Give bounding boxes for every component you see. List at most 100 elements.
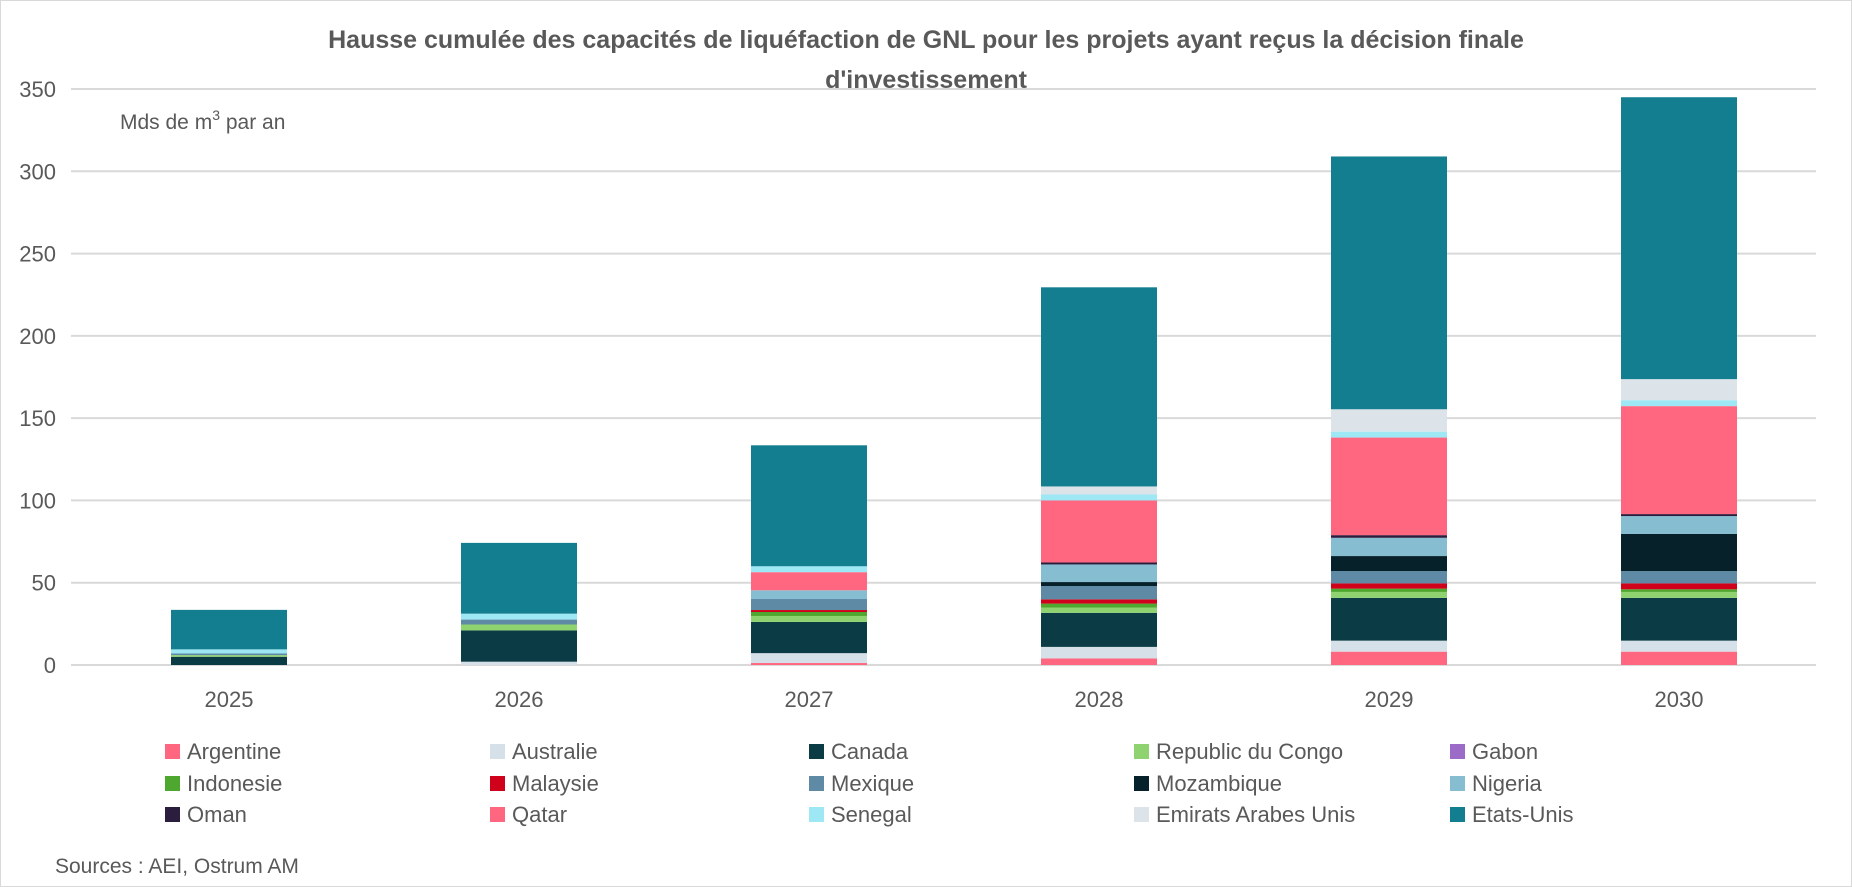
legend-swatch bbox=[165, 807, 180, 822]
legend-label: Malaysie bbox=[512, 771, 599, 796]
legend-swatch bbox=[490, 744, 505, 759]
x-tick-label: 2028 bbox=[1075, 687, 1124, 712]
legend-swatch bbox=[165, 776, 180, 791]
bar-segment-2030-republic-du-congo bbox=[1621, 591, 1737, 598]
bar-segment-2025-mexique bbox=[171, 653, 287, 656]
legend-label: Indonesie bbox=[187, 771, 282, 796]
bar-segment-2029-etats-unis bbox=[1331, 156, 1447, 410]
bar-segment-2030-senegal bbox=[1621, 400, 1737, 407]
bar-segment-2029-qatar bbox=[1331, 437, 1447, 536]
bar-segment-2028-mozambique bbox=[1041, 582, 1157, 587]
bar-segment-2029-emirats-arabes-unis bbox=[1331, 409, 1447, 432]
legend-label: Oman bbox=[187, 802, 247, 827]
y-axis-ticks: 0 50 100 150 200 250 300 350 bbox=[19, 77, 56, 678]
legend-label: Argentine bbox=[187, 739, 281, 764]
bar-segment-2028-argentine bbox=[1041, 658, 1157, 665]
bar-segment-2027-mexique bbox=[751, 599, 867, 611]
legend-item: Canada bbox=[809, 739, 909, 764]
legend-item: Mexique bbox=[809, 771, 914, 796]
legend-item: Indonesie bbox=[165, 771, 282, 796]
x-tick-label: 2027 bbox=[785, 687, 834, 712]
legend-swatch bbox=[1134, 776, 1149, 791]
bar-segment-2029-oman bbox=[1331, 535, 1447, 538]
bar-segment-2026-canada bbox=[461, 630, 577, 662]
bar-segment-2026-republic-du-congo bbox=[461, 624, 577, 631]
bar-segment-2029-mexique bbox=[1331, 571, 1447, 584]
bar-segment-2029-republic-du-congo bbox=[1331, 591, 1447, 598]
bar-segment-2025-senegal bbox=[171, 649, 287, 654]
legend-label: Senegal bbox=[831, 802, 912, 827]
y-tick-label: 150 bbox=[19, 406, 56, 431]
bar-segment-2029-senegal bbox=[1331, 431, 1447, 438]
legend-item: Australie bbox=[490, 739, 598, 764]
bar-segment-2029-canada bbox=[1331, 597, 1447, 641]
x-tick-label: 2025 bbox=[205, 687, 254, 712]
bar-segment-2029-nigeria bbox=[1331, 537, 1447, 557]
gridlines bbox=[71, 88, 1816, 666]
bar-segment-2027-etats-unis bbox=[751, 445, 867, 567]
legend-item: Malaysie bbox=[490, 771, 599, 796]
bar-segment-2028-canada bbox=[1041, 612, 1157, 647]
bar-segment-2030-mexique bbox=[1621, 571, 1737, 584]
bar-segment-2025-etats-unis bbox=[171, 609, 287, 650]
bar-segment-2028-malaysie bbox=[1041, 599, 1157, 604]
y-tick-label: 200 bbox=[19, 324, 56, 349]
bar-segment-2027-canada bbox=[751, 621, 867, 654]
bar-segment-2027-argentine bbox=[751, 663, 867, 665]
legend-item: Gabon bbox=[1450, 739, 1538, 764]
bar-segment-2030-mozambique bbox=[1621, 534, 1737, 572]
y-tick-label: 250 bbox=[19, 242, 56, 267]
bar-segment-2030-nigeria bbox=[1621, 516, 1737, 535]
x-axis-ticks: 2025 2026 2027 2028 2029 2030 bbox=[205, 687, 1704, 712]
legend-swatch bbox=[165, 744, 180, 759]
bar-segment-2028-mexique bbox=[1041, 586, 1157, 600]
legend-item: Qatar bbox=[490, 802, 567, 827]
bar-segment-2028-indonesie bbox=[1041, 603, 1157, 608]
legend-swatch bbox=[1450, 776, 1465, 791]
legend-item: Republic du Congo bbox=[1134, 739, 1343, 764]
bar-segment-2029-indonesie bbox=[1331, 588, 1447, 592]
chart-title-line-1: Hausse cumulée des capacités de liquéfac… bbox=[328, 26, 1524, 54]
bar-segment-2030-malaysie bbox=[1621, 583, 1737, 590]
bar-segment-2026-etats-unis bbox=[461, 542, 577, 614]
bar-segment-2028-etats-unis bbox=[1041, 287, 1157, 487]
legend-item: Oman bbox=[165, 802, 247, 827]
legend-swatch bbox=[1134, 807, 1149, 822]
legend-swatch bbox=[809, 776, 824, 791]
bar-segment-2027-nigeria bbox=[751, 590, 867, 600]
legend-label: Mozambique bbox=[1156, 771, 1282, 796]
bar-segment-2026-senegal bbox=[461, 613, 577, 620]
x-tick-label: 2029 bbox=[1365, 687, 1414, 712]
y-tick-label: 100 bbox=[19, 488, 56, 513]
bar-segment-2027-australie bbox=[751, 653, 867, 664]
bar-segment-2027-qatar bbox=[751, 572, 867, 591]
legend-label: Canada bbox=[831, 739, 909, 764]
legend: Argentine Australie Canada Republic du Cong… bbox=[165, 739, 1573, 827]
y-tick-label: 300 bbox=[19, 159, 56, 184]
bar-segment-2030-oman bbox=[1621, 514, 1737, 517]
bar-segment-2028-emirats-arabes-unis bbox=[1041, 486, 1157, 495]
legend-swatch bbox=[1450, 744, 1465, 759]
bar-segment-2030-etats-unis bbox=[1621, 97, 1737, 380]
bar-segment-2030-qatar bbox=[1621, 406, 1737, 515]
legend-swatch bbox=[490, 807, 505, 822]
bar-segment-2028-nigeria bbox=[1041, 564, 1157, 583]
legend-item: Emirats Arabes Unis bbox=[1134, 802, 1355, 827]
y-tick-label: 50 bbox=[32, 571, 56, 596]
legend-swatch bbox=[809, 807, 824, 822]
bar-segment-2030-emirats-arabes-unis bbox=[1621, 379, 1737, 401]
legend-item: Mozambique bbox=[1134, 771, 1282, 796]
bar-segment-2025-canada bbox=[171, 656, 287, 665]
legend-label: Etats-Unis bbox=[1472, 802, 1573, 827]
bar-segment-2028-australie bbox=[1041, 646, 1157, 659]
bar-segment-2030-australie bbox=[1621, 640, 1737, 652]
bar-segment-2027-senegal bbox=[751, 566, 867, 573]
y-tick-label: 350 bbox=[19, 77, 56, 102]
legend-item: Argentine bbox=[165, 739, 281, 764]
bar-segment-2030-indonesie bbox=[1621, 589, 1737, 592]
bar-segment-2029-argentine bbox=[1331, 651, 1447, 665]
legend-label: Emirats Arabes Unis bbox=[1156, 802, 1355, 827]
bar-segment-2028-senegal bbox=[1041, 494, 1157, 501]
bar-segment-2026-mexique bbox=[461, 619, 577, 625]
